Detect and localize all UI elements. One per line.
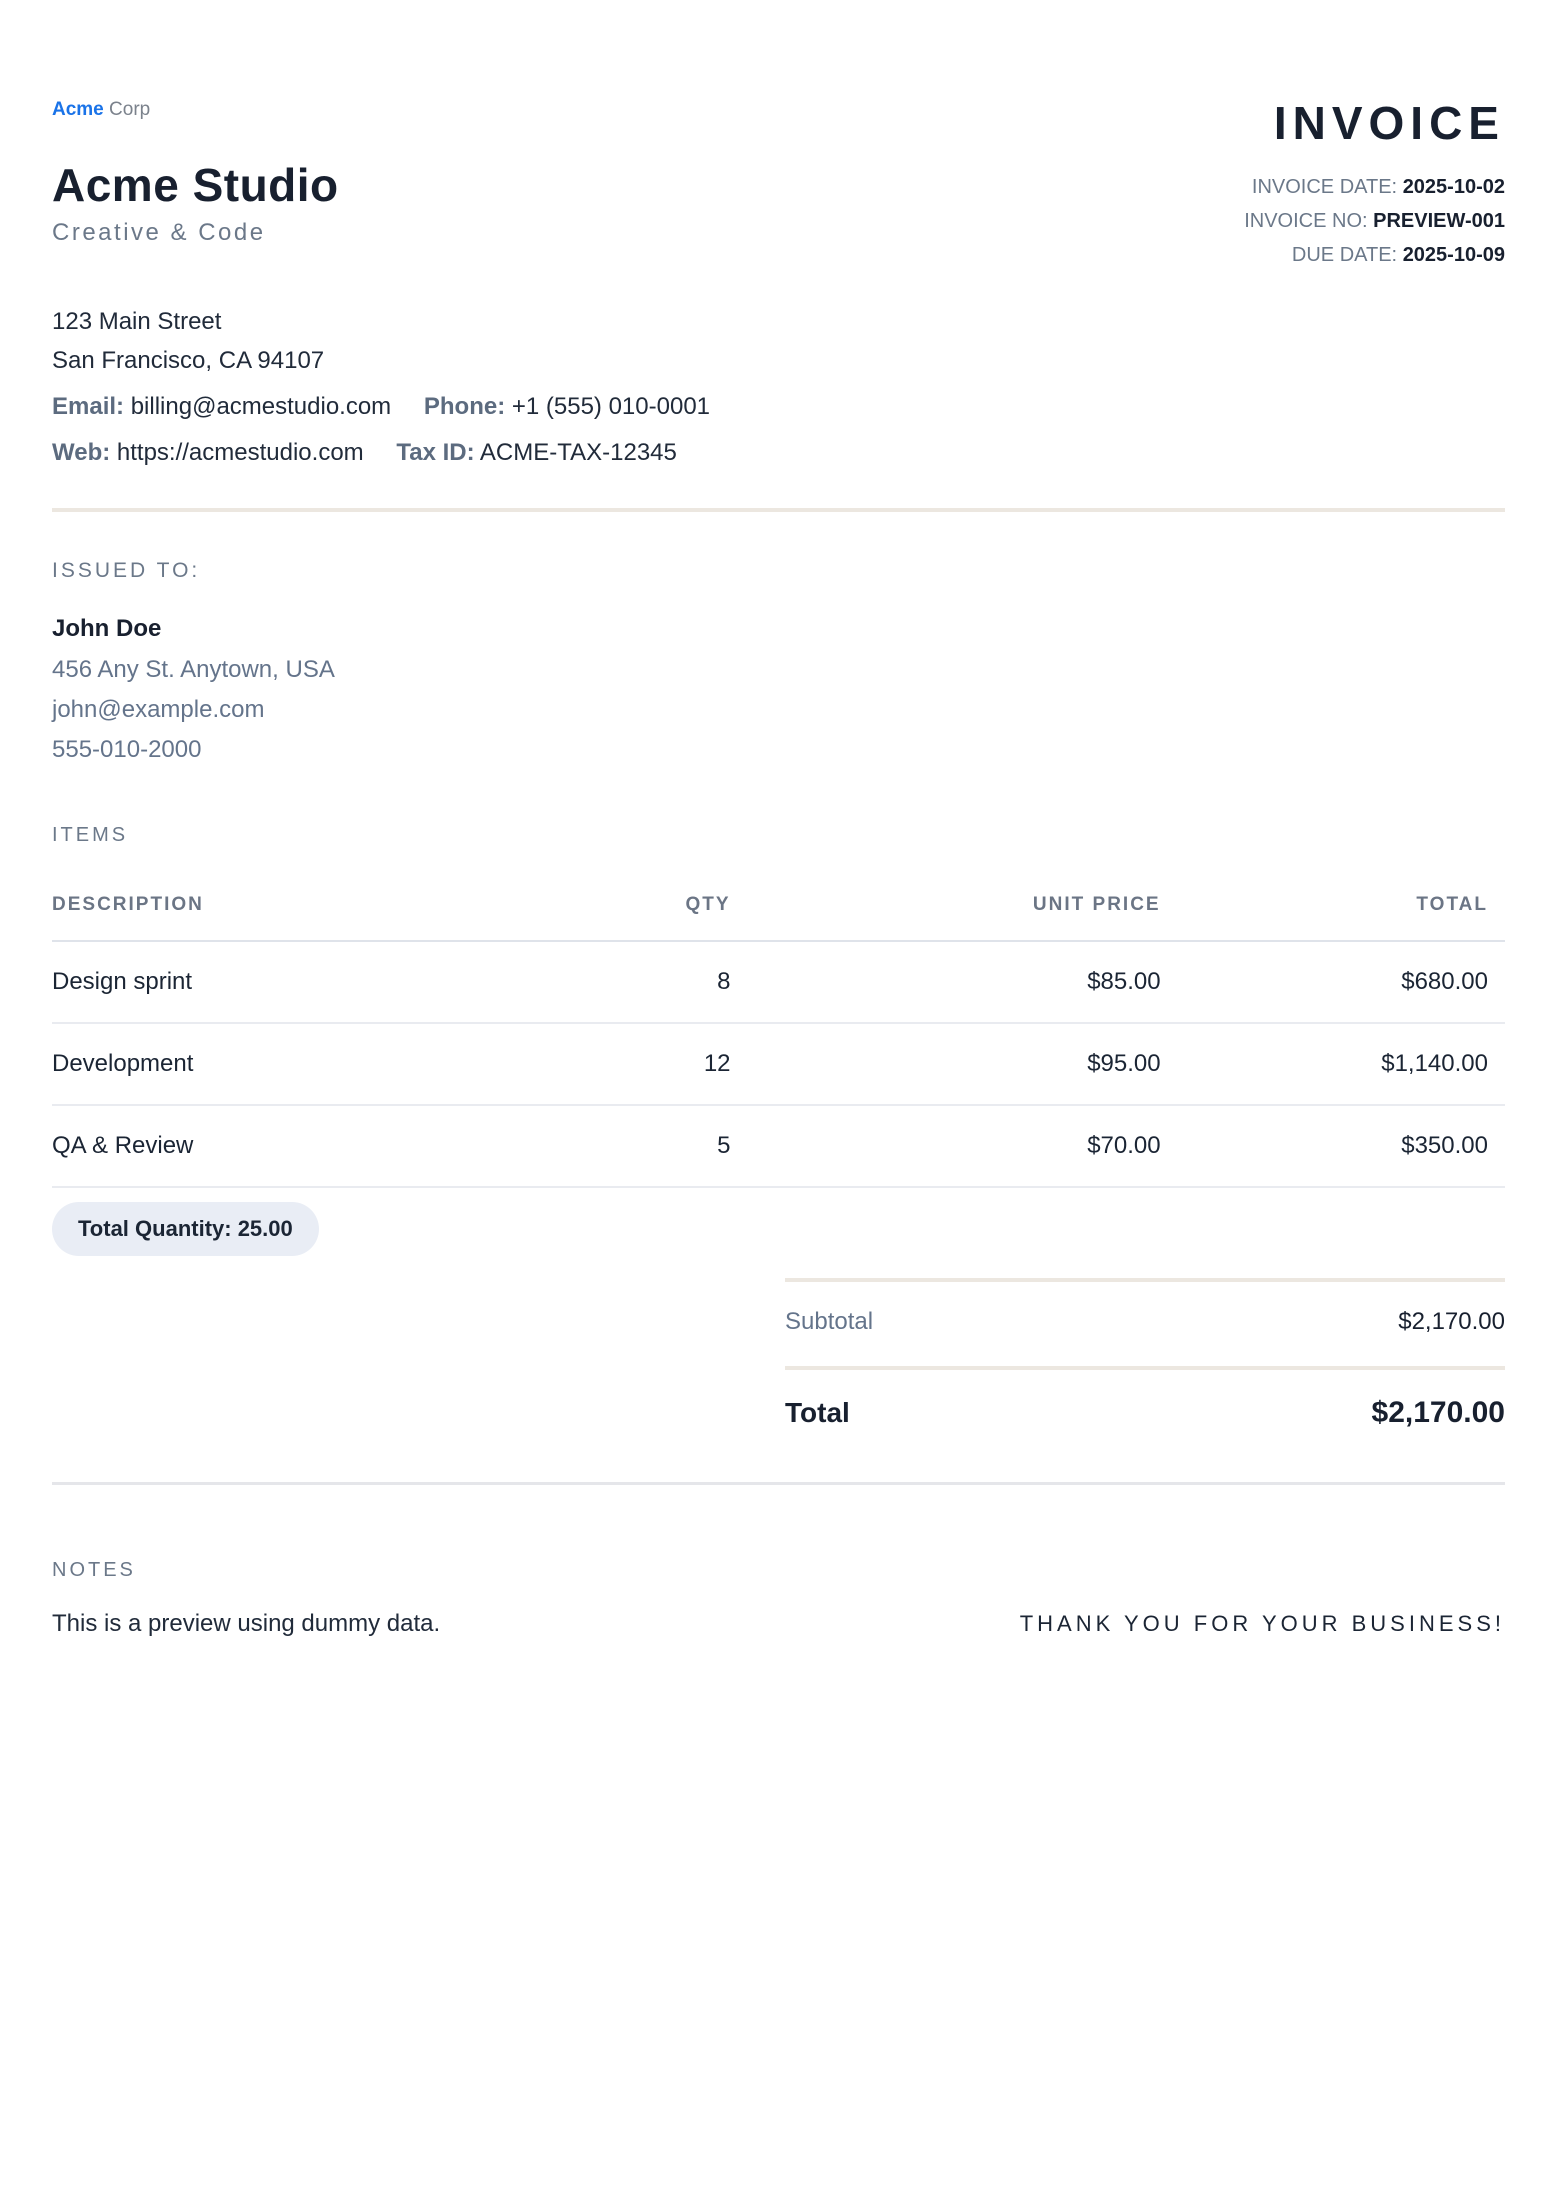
item-unit-price: $70.00 xyxy=(730,1105,1161,1188)
items-table-header-row: DESCRIPTION QTY UNIT PRICE TOTAL xyxy=(52,872,1505,942)
company-logo: Acme Corp xyxy=(52,98,339,121)
email-label: Email: xyxy=(52,393,125,420)
notes-row: This is a preview using dummy data. THAN… xyxy=(52,1609,1505,1639)
invoice-date-value: 2025-10-02 xyxy=(1402,176,1505,198)
address-line-2: San Francisco, CA 94107 xyxy=(52,347,325,374)
items-table: DESCRIPTION QTY UNIT PRICE TOTAL Design … xyxy=(52,872,1505,1188)
notes-heading: NOTES xyxy=(52,1559,136,1581)
tax-id-value: ACME-TAX-12345 xyxy=(479,439,677,466)
phone-value: +1 (555) 010-0001 xyxy=(511,393,711,420)
header-divider xyxy=(52,508,1505,512)
item-total: $680.00 xyxy=(1160,941,1505,1024)
thank-you-message: THANK YOU FOR YOUR BUSINESS! xyxy=(1019,1611,1505,1636)
item-description: QA & Review xyxy=(52,1105,517,1188)
phone-label: Phone: xyxy=(423,393,506,420)
company-tagline: Creative & Code xyxy=(52,219,266,246)
item-unit-price: $95.00 xyxy=(730,1023,1161,1106)
invoice-date-label: INVOICE DATE: xyxy=(1251,176,1398,198)
total-row: Total $2,170.00 xyxy=(785,1370,1505,1464)
logo-primary-text: Acme xyxy=(52,99,104,120)
table-row: QA & Review 5 $70.00 $350.00 xyxy=(52,1105,1505,1188)
logo-secondary-text: Corp xyxy=(109,99,151,120)
invoice-title: INVOICE xyxy=(1273,97,1505,149)
client-address: 456 Any St. Anytown, USA xyxy=(52,656,335,683)
item-description: Design sprint xyxy=(52,941,517,1024)
tax-id-label: Tax ID: xyxy=(396,439,475,466)
email-value: billing@acmestudio.com xyxy=(130,393,392,420)
notes-text: This is a preview using dummy data. xyxy=(52,1610,441,1637)
address-line-1: 123 Main Street xyxy=(52,308,222,335)
contact-row-email-phone: Email: billing@acmestudio.com Phone: +1 … xyxy=(52,392,1505,422)
invoice-meta-block: INVOICE INVOICE DATE: 2025-10-02 INVOICE… xyxy=(1244,98,1505,272)
client-details: 456 Any St. Anytown, USA john@example.co… xyxy=(52,650,1505,770)
invoice-header: Acme Corp Acme Studio Creative & Code IN… xyxy=(52,98,1505,272)
table-row: Design sprint 8 $85.00 $680.00 xyxy=(52,941,1505,1024)
total-label: Total xyxy=(785,1397,850,1428)
total-quantity-badge: Total Quantity: 25.00 xyxy=(52,1202,319,1256)
company-block: Acme Corp Acme Studio Creative & Code xyxy=(52,98,339,248)
due-date-value: 2025-10-09 xyxy=(1402,244,1505,266)
issued-to-heading: ISSUED TO: xyxy=(52,559,201,582)
invoice-number-label: INVOICE NO: xyxy=(1244,210,1368,232)
table-row: Development 12 $95.00 $1,140.00 xyxy=(52,1023,1505,1106)
col-header-qty: QTY xyxy=(516,872,731,942)
contact-row-web-tax: Web: https://acmestudio.com Tax ID: ACME… xyxy=(52,438,1505,468)
subtotal-divider xyxy=(785,1278,1505,1282)
item-total: $350.00 xyxy=(1160,1105,1505,1188)
col-header-total: TOTAL xyxy=(1160,872,1505,942)
client-name: John Doe xyxy=(52,615,162,642)
item-qty: 8 xyxy=(516,941,731,1024)
item-unit-price: $85.00 xyxy=(730,941,1161,1024)
invoice-number-row: INVOICE NO: PREVIEW-001 xyxy=(1244,204,1505,238)
total-divider xyxy=(785,1366,1505,1370)
item-qty: 12 xyxy=(516,1023,731,1106)
company-address: 123 Main Street San Francisco, CA 94107 xyxy=(52,302,1505,380)
item-total: $1,140.00 xyxy=(1160,1023,1505,1106)
subtotal-row: Subtotal $2,170.00 xyxy=(785,1282,1505,1366)
items-heading: ITEMS xyxy=(52,824,129,846)
invoice-meta-rows: INVOICE DATE: 2025-10-02 INVOICE NO: PRE… xyxy=(1244,170,1505,272)
subtotal-value: $2,170.00 xyxy=(1398,1308,1505,1335)
subtotal-label: Subtotal xyxy=(785,1308,874,1335)
item-qty: 5 xyxy=(516,1105,731,1188)
client-phone: 555-010-2000 xyxy=(52,736,202,763)
invoice-date-row: INVOICE DATE: 2025-10-02 xyxy=(1244,170,1505,204)
summary-block: Subtotal $2,170.00 Total $2,170.00 xyxy=(785,1278,1505,1464)
col-header-description: DESCRIPTION xyxy=(52,872,517,942)
web-value: https://acmestudio.com xyxy=(116,439,364,466)
invoice-page: Acme Corp Acme Studio Creative & Code IN… xyxy=(52,98,1505,1639)
item-description: Development xyxy=(52,1023,517,1106)
client-email: john@example.com xyxy=(52,696,265,723)
due-date-row: DUE DATE: 2025-10-09 xyxy=(1244,238,1505,272)
company-name: Acme Studio xyxy=(52,159,339,211)
total-value: $2,170.00 xyxy=(1371,1396,1505,1429)
footer-divider xyxy=(52,1482,1505,1485)
web-label: Web: xyxy=(52,439,111,466)
invoice-number-value: PREVIEW-001 xyxy=(1373,210,1505,232)
due-date-label: DUE DATE: xyxy=(1291,244,1398,266)
col-header-unit-price: UNIT PRICE xyxy=(730,872,1161,942)
